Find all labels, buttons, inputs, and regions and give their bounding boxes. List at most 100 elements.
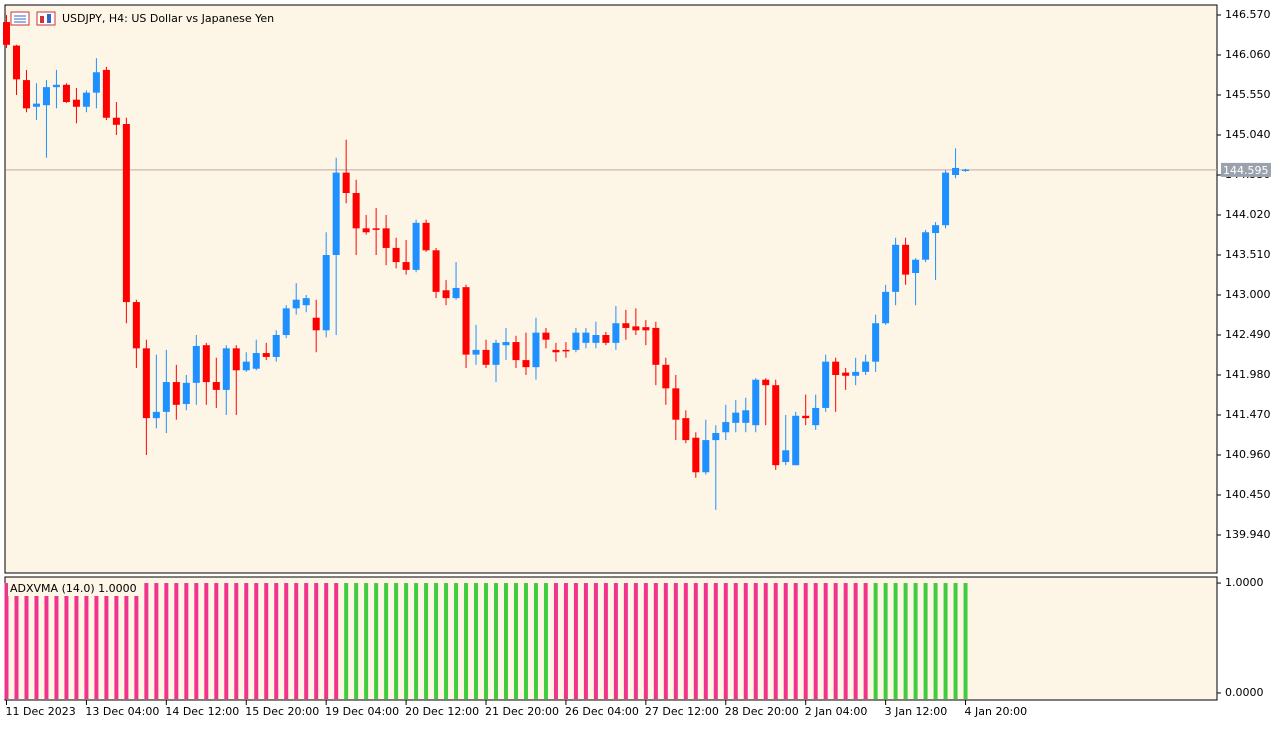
indicator-bar — [414, 583, 419, 699]
indicator-bar — [513, 583, 518, 699]
candle-body — [922, 232, 930, 260]
indicator-bar — [623, 583, 628, 699]
candle-body — [452, 287, 460, 299]
candle-body — [382, 228, 390, 248]
icon — [36, 11, 56, 26]
indicator-bar — [593, 583, 598, 699]
x-tick-label: 26 Dec 04:00 — [565, 705, 639, 718]
x-tick-label: 3 Jan 12:00 — [885, 705, 948, 718]
indicator-bar — [94, 583, 99, 699]
candle-body — [372, 228, 380, 230]
candle-body — [172, 382, 180, 405]
candle-body — [632, 326, 640, 331]
indicator-bar — [673, 583, 678, 699]
candle-body — [832, 361, 840, 375]
symbol-icons — [10, 11, 56, 26]
y-tick-label: 145.040 — [1225, 128, 1271, 141]
indicator-bar — [404, 583, 409, 699]
candle-body — [422, 222, 430, 251]
x-tick-label: 21 Dec 20:00 — [485, 705, 559, 718]
indicator-bar — [753, 583, 758, 699]
indicator-bar — [484, 583, 489, 699]
y-tick-label: 142.490 — [1225, 328, 1271, 341]
x-tick-label: 11 Dec 2023 — [6, 705, 76, 718]
indicator-bar — [4, 583, 9, 699]
indicator-bar — [224, 583, 229, 699]
indicator-bar — [474, 583, 479, 699]
candle-body — [852, 371, 860, 376]
indicator-bar — [903, 583, 908, 699]
indicator-bar — [923, 583, 928, 699]
x-tick-label: 2 Jan 04:00 — [805, 705, 868, 718]
indicator-bar — [264, 583, 269, 699]
indicator-bar — [344, 583, 349, 699]
candle-body — [542, 332, 550, 340]
candle-body — [82, 92, 90, 107]
indicator-bar — [823, 583, 828, 699]
candle-body — [102, 69, 110, 118]
indicator-bar — [543, 583, 548, 699]
candle-body — [312, 317, 320, 331]
y-tick-label: 141.980 — [1225, 368, 1271, 381]
indicator-bar — [364, 583, 369, 699]
indicator-bar — [334, 583, 339, 699]
indicator-bar — [274, 583, 279, 699]
candle-body — [932, 225, 940, 234]
candle-body — [582, 332, 590, 343]
candle-body — [232, 348, 240, 371]
candle-body — [732, 412, 740, 423]
y-tick-label: 140.450 — [1225, 488, 1271, 501]
candle-body — [682, 418, 690, 441]
indicator-bar — [104, 583, 109, 699]
y-tick-label: 1.0000 — [1225, 576, 1264, 589]
candle-body — [662, 364, 670, 389]
x-tick-label: 19 Dec 04:00 — [325, 705, 399, 718]
indicator-bar — [384, 583, 389, 699]
indicator-bar — [204, 583, 209, 699]
candle-body — [412, 222, 420, 270]
indicator-bar — [563, 583, 568, 699]
indicator-bar — [743, 583, 748, 699]
candle-body — [292, 299, 300, 309]
indicator-bar — [533, 583, 538, 699]
indicator-bar — [444, 583, 449, 699]
indicator-bar — [683, 583, 688, 699]
candle-body — [142, 348, 150, 419]
candle-body — [242, 361, 250, 371]
candle-body — [42, 87, 50, 106]
candle-body — [32, 103, 40, 107]
candle-body — [352, 193, 360, 229]
indicator-bar — [134, 583, 139, 699]
price-panel — [4, 4, 1218, 574]
candle-body — [742, 410, 750, 423]
indicator-bar — [254, 583, 259, 699]
indicator-bar — [304, 583, 309, 699]
indicator-bar — [84, 583, 89, 699]
candle-body — [462, 287, 470, 355]
indicator-bar — [583, 583, 588, 699]
indicator-bar — [773, 583, 778, 699]
indicator-bar — [713, 583, 718, 699]
indicator-bar — [434, 583, 439, 699]
indicator-bar — [144, 583, 149, 699]
indicator-bar — [883, 583, 888, 699]
indicator-bar — [114, 583, 119, 699]
candle-body — [612, 323, 620, 343]
x-tick-label: 20 Dec 12:00 — [405, 705, 479, 718]
indicator-bar — [873, 583, 878, 699]
indicator-bar — [953, 583, 958, 699]
candle-body — [762, 379, 770, 386]
indicator-bar — [853, 583, 858, 699]
indicator-bar — [284, 583, 289, 699]
candle-body — [642, 327, 650, 331]
candle-body — [512, 342, 520, 361]
candle-body — [472, 349, 480, 355]
candle-body — [222, 348, 230, 390]
indicator-bar — [164, 583, 169, 699]
indicator-bar — [963, 583, 968, 699]
indicator-bar — [54, 583, 59, 699]
candle-body — [572, 332, 580, 350]
indicator-bar — [234, 583, 239, 699]
y-tick-label: 0.0000 — [1225, 686, 1264, 699]
candle-body — [92, 72, 100, 93]
